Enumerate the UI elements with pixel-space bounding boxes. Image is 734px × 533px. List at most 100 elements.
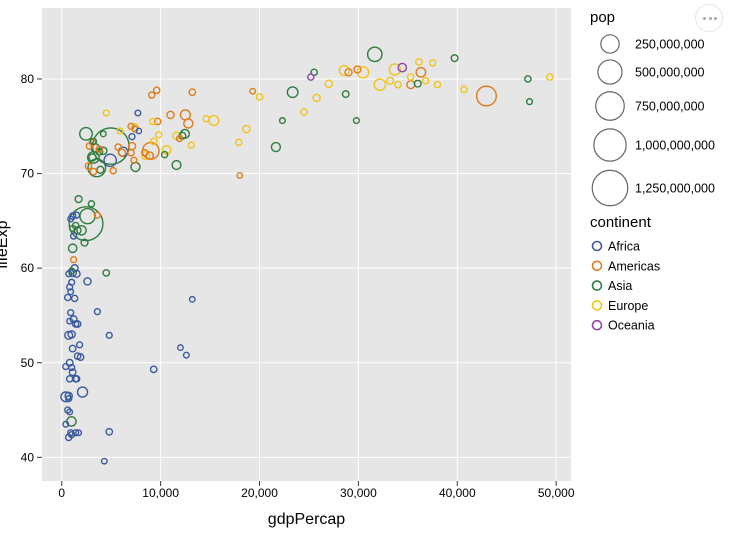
data-point-asia	[525, 98, 534, 106]
data-point-africa	[66, 317, 74, 325]
data-point-americas	[188, 88, 197, 97]
data-point-americas	[415, 66, 427, 78]
data-point-europe	[202, 114, 210, 123]
data-point-asia	[80, 238, 89, 247]
data-point-americas	[344, 68, 353, 77]
data-point-americas	[93, 211, 102, 219]
data-point-asia	[67, 243, 78, 254]
data-point-asia	[352, 116, 360, 125]
data-point-americas	[84, 162, 93, 170]
data-point-africa	[100, 457, 108, 465]
data-point-europe	[234, 138, 243, 147]
data-point-africa	[62, 420, 70, 428]
size-legend-title: pop	[590, 9, 615, 26]
color-legend-label: Africa	[608, 240, 640, 254]
data-point-africa	[67, 288, 75, 296]
data-point-europe	[155, 131, 163, 139]
data-point-americas	[152, 86, 161, 95]
data-point-europe	[433, 80, 442, 89]
menu-dot-icon	[714, 17, 717, 20]
data-point-asia	[87, 158, 107, 178]
data-point-africa	[93, 308, 102, 316]
data-point-americas	[175, 134, 184, 143]
x-tick-label: 40,000	[439, 486, 476, 500]
data-point-europe	[338, 64, 350, 77]
data-point-europe	[102, 109, 110, 117]
data-point-africa	[76, 386, 89, 398]
data-point-americas	[166, 110, 175, 120]
data-point-asia	[95, 147, 104, 156]
x-tick-label: 20,000	[241, 486, 278, 500]
color-legend-title: continent	[590, 214, 652, 231]
chart-menu-button[interactable]	[695, 4, 723, 32]
data-point-africa	[149, 365, 158, 374]
data-point-africa	[67, 215, 75, 223]
x-tick-label: 30,000	[340, 486, 377, 500]
data-point-europe	[373, 78, 387, 91]
data-point-europe	[312, 93, 321, 103]
size-legend: pop 250,000,000 500,000,000 750,000,000 1,0…	[590, 9, 715, 207]
x-tick-label: 10,000	[142, 486, 179, 500]
data-point-africa	[71, 429, 80, 437]
data-point-africa	[128, 132, 136, 141]
data-point-asia	[102, 268, 111, 277]
y-axis: 40 50 60 70 80	[21, 72, 42, 464]
size-legend-label: 750,000,000	[635, 100, 705, 114]
data-point-africa	[68, 363, 76, 372]
data-point-americas	[130, 156, 138, 164]
data-point-africa	[69, 315, 78, 324]
data-point-asia	[99, 146, 108, 156]
data-point-africa	[68, 430, 76, 439]
data-point-asia	[286, 86, 299, 99]
data-point-africa	[63, 293, 72, 302]
data-point-asia	[89, 137, 98, 146]
menu-dot-icon	[708, 17, 712, 20]
data-point-africa	[65, 395, 73, 403]
data-point-americas	[114, 143, 122, 151]
x-axis: 0 10,000 20,000 30,000 40,000 50,000	[58, 481, 575, 500]
data-point-africa	[182, 351, 190, 359]
data-point-asia	[88, 153, 97, 162]
data-point-europe	[460, 85, 468, 94]
data-point-asia	[270, 141, 282, 153]
data-point-africa	[188, 295, 196, 303]
data-point-asia	[450, 54, 459, 63]
data-point-europe	[394, 80, 402, 89]
data-point-europe	[406, 73, 415, 81]
data-point-asia	[341, 90, 350, 99]
color-legend-symbol	[591, 260, 603, 272]
data-point-africa	[103, 153, 118, 168]
size-legend-label: 500,000,000	[635, 66, 705, 80]
data-point-asia	[74, 194, 83, 204]
data-point-africa	[66, 408, 74, 416]
y-tick-label: 40	[21, 450, 35, 464]
size-legend-symbol	[600, 34, 620, 54]
data-point-africa	[70, 294, 79, 303]
y-tick-label: 70	[21, 167, 35, 181]
data-point-africa	[135, 127, 143, 135]
data-point-oceania	[307, 73, 315, 81]
data-point-asia	[524, 75, 532, 83]
data-point-europe	[187, 141, 195, 149]
data-point-africa	[83, 277, 92, 286]
data-point-africa	[105, 427, 114, 436]
color-legend-symbol	[591, 319, 603, 331]
data-point-americas	[183, 118, 194, 129]
data-point-americas	[141, 148, 149, 157]
size-legend-symbol	[595, 91, 625, 121]
x-tick-label: 0	[58, 486, 65, 500]
data-point-asia	[413, 79, 422, 88]
data-point-africa	[71, 320, 80, 328]
data-point-americas	[69, 255, 78, 264]
data-point-africa	[68, 344, 77, 353]
data-point-europe	[324, 79, 334, 88]
size-legend-label: 1,250,000,000	[635, 182, 715, 196]
data-point-europe	[428, 59, 437, 67]
data-point-oceania	[397, 62, 408, 73]
data-point-africa	[105, 331, 113, 339]
data-point-americas	[95, 145, 104, 153]
data-point-americas	[117, 148, 127, 157]
data-point-europe	[388, 63, 402, 76]
y-tick-label: 80	[21, 72, 35, 86]
